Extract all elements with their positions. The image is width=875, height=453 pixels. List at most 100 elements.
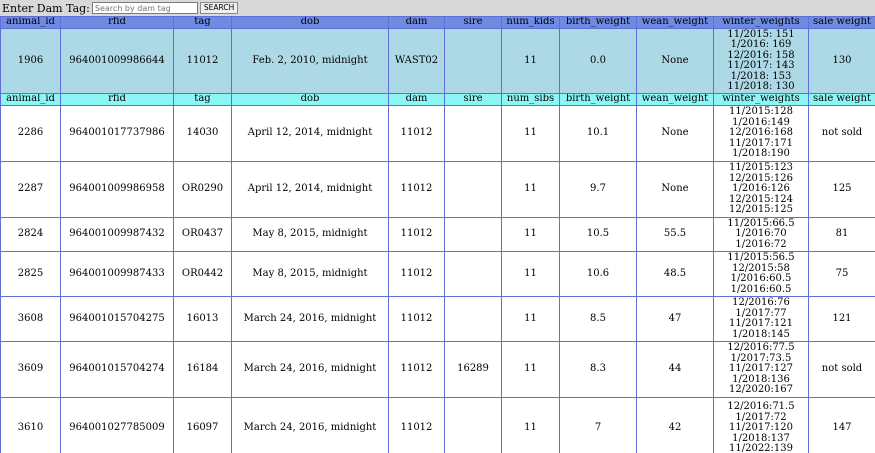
dam-cell-sire xyxy=(444,28,502,94)
cell-birth-weight: 9.7 xyxy=(559,161,637,218)
winter-weight-entry: 11/2015:66.5 xyxy=(727,217,795,229)
winter-weight-entry: 1/2016: 169 xyxy=(730,39,792,50)
cell-birth-weight: 10.1 xyxy=(559,105,637,162)
dam-cell-winter-weights: 11/2015: 151 1/2016: 169 12/2016: 158 11/20… xyxy=(713,28,809,94)
cell-num: 11 xyxy=(501,296,560,342)
cell-rfid: 964001009986958 xyxy=(60,161,174,218)
cell-dam: 11012 xyxy=(388,397,445,453)
column-header-tag: tag xyxy=(173,16,232,29)
cell-sale-weight: 75 xyxy=(808,251,875,297)
cell-rfid: 964001017737986 xyxy=(60,105,174,162)
cell-num: 11 xyxy=(501,105,560,162)
winter-weight-entry: 12/2016:168 xyxy=(729,127,793,139)
winter-weight-entry: 12/2015:124 xyxy=(729,193,793,205)
winter-weight-entry: 12/2016: 158 xyxy=(727,49,795,61)
winter-weight-entry: 1/2018: 153 xyxy=(730,70,792,82)
winter-weight-entry: 12/2015:126 xyxy=(729,172,793,184)
winter-weight-entry: 12/2020:167 xyxy=(729,384,793,396)
cell-sale-weight: not sold xyxy=(808,341,875,398)
column-header-sire: sire xyxy=(444,16,502,29)
dam-cell-sale-weight: 130 xyxy=(808,28,875,94)
column-header-animal-id: animal_id xyxy=(0,16,61,29)
dam-cell-rfid: 964001009986644 xyxy=(60,28,174,94)
winter-weight-entry: 1/2016:60.5 xyxy=(730,283,792,295)
cell-tag: OR0290 xyxy=(173,161,232,218)
kid-column-header-tag: tag xyxy=(173,93,232,106)
winter-weight-entry: 11/2018: 130 xyxy=(727,81,795,92)
cell-birth-weight: 10.6 xyxy=(559,251,637,297)
table-row: 3610 964001027785009 16097 March 24, 2016, … xyxy=(0,397,875,453)
dam-cell-wean-weight: None xyxy=(636,28,714,94)
cell-rfid: 964001009987432 xyxy=(60,217,174,252)
search-button[interactable]: SEARCH xyxy=(199,2,239,14)
cell-tag: OR0442 xyxy=(173,251,232,297)
table-row: 3609 964001015704274 16184 March 24, 2016, … xyxy=(0,341,875,398)
cell-rfid: 964001009987433 xyxy=(60,251,174,297)
cell-sire xyxy=(444,397,502,453)
cell-tag: 16184 xyxy=(173,341,232,398)
winter-weight-entry: 11/2017:121 xyxy=(729,318,793,329)
cell-dam: 11012 xyxy=(388,296,445,342)
cell-dob: April 12, 2014, midnight xyxy=(231,161,389,218)
cell-wean-weight: 55.5 xyxy=(636,217,714,252)
column-header-num: num_kids xyxy=(501,16,560,29)
cell-sire xyxy=(444,217,502,252)
kid-column-header-num: num_sibs xyxy=(501,93,560,106)
column-header-dob: dob xyxy=(231,16,389,29)
cell-wean-weight: None xyxy=(636,105,714,162)
cell-dob: May 8, 2015, midnight xyxy=(231,251,389,297)
column-header-winter-weights: winter_weights xyxy=(713,16,809,29)
cell-animal-id: 2286 xyxy=(0,105,61,162)
cell-num: 11 xyxy=(501,217,560,252)
dam-cell-tag: 11012 xyxy=(173,28,232,94)
cell-winter-weights: 11/2015:128 1/2016:149 12/2016:168 11/2017:… xyxy=(713,105,809,162)
cell-dob: March 24, 2016, midnight xyxy=(231,397,389,453)
cell-animal-id: 3608 xyxy=(0,296,61,342)
dam-cell-dob: Feb. 2, 2010, midnight xyxy=(231,28,389,94)
cell-winter-weights: 11/2015:66.5 1/2016:70 1/2016:72 xyxy=(713,217,809,252)
cell-birth-weight: 10.5 xyxy=(559,217,637,252)
cell-sire: 16289 xyxy=(444,341,502,398)
cell-birth-weight: 7 xyxy=(559,397,637,453)
cell-dob: March 24, 2016, midnight xyxy=(231,296,389,342)
table-row: 2286 964001017737986 14030 April 12, 2014, … xyxy=(0,105,875,162)
cell-sire xyxy=(444,105,502,162)
cell-winter-weights: 11/2015:56.5 12/2015:58 1/2016:60.5 1/2016:… xyxy=(713,251,809,297)
kid-column-header-dob: dob xyxy=(231,93,389,106)
winter-weight-entry: 12/2015:58 xyxy=(732,262,790,274)
cell-winter-weights: 12/2016:76 1/2017:77 11/2017:121 1/2018:145 xyxy=(713,296,809,342)
winter-weight-entry: 12/2015:125 xyxy=(729,204,793,216)
winter-weight-entry: 12/2016:71.5 xyxy=(727,401,795,413)
cell-num: 11 xyxy=(501,251,560,297)
cell-sale-weight: 121 xyxy=(808,296,875,342)
winter-weight-entry: 1/2016:72 xyxy=(735,238,787,250)
dam-cell-birth-weight: 0.0 xyxy=(559,28,637,94)
table-row: 2287 964001009986958 OR0290 April 12, 2014,… xyxy=(0,161,875,218)
column-header-rfid: rfid xyxy=(60,16,174,29)
winter-weight-entry: 12/2016:77.5 xyxy=(727,342,795,354)
cell-num: 11 xyxy=(501,341,560,398)
kid-column-header-sire: sire xyxy=(444,93,502,106)
column-header-dam: dam xyxy=(388,16,445,29)
cell-sale-weight: not sold xyxy=(808,105,875,162)
cell-sale-weight: 81 xyxy=(808,217,875,252)
dam-row: 1906 964001009986644 11012 Feb. 2, 2010, mi… xyxy=(0,28,875,94)
cell-animal-id: 2825 xyxy=(0,251,61,297)
cell-tag: OR0437 xyxy=(173,217,232,252)
dam-cell-animal-id: 1906 xyxy=(0,28,61,94)
cell-dam: 11012 xyxy=(388,161,445,218)
kid-column-header-rfid: rfid xyxy=(60,93,174,106)
dam-cell-dam: WAST02 xyxy=(388,28,445,94)
cell-sire xyxy=(444,251,502,297)
kid-header-row: animal_id rfid tag dob dam sire num_sibs birth_… xyxy=(0,93,875,106)
winter-weight-entry: 11/2017:171 xyxy=(729,137,793,149)
kid-column-header-dam: dam xyxy=(388,93,445,106)
cell-rfid: 964001015704274 xyxy=(60,341,174,398)
cell-tag: 16013 xyxy=(173,296,232,342)
winter-weight-entry: 12/2016:76 xyxy=(732,297,790,308)
dam-header-row: animal_id rfid tag dob dam sire num_kids birth_… xyxy=(0,16,875,29)
winter-weight-entry: 11/2015: 151 xyxy=(727,28,795,40)
winter-weight-entry: 1/2018:190 xyxy=(732,148,790,160)
table-row: 2824 964001009987432 OR0437 May 8, 2015, mi… xyxy=(0,217,875,252)
dam-tag-search-input[interactable] xyxy=(91,2,198,14)
